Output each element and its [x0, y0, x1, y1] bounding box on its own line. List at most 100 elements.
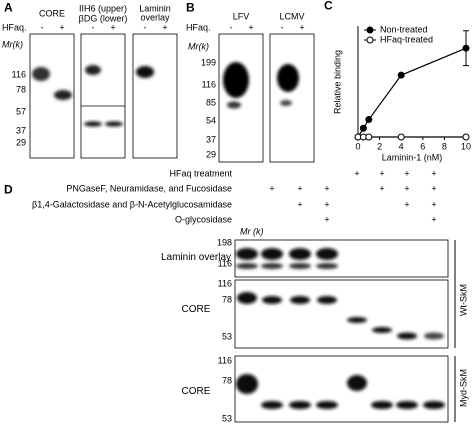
- label: Mr (k): [240, 226, 264, 237]
- data-point: [462, 133, 470, 141]
- blot: [218, 33, 264, 163]
- band: [136, 66, 154, 78]
- band: [372, 327, 392, 333]
- marker: 29: [205, 149, 216, 160]
- lane-sign: +: [248, 22, 254, 33]
- panel-label: C: [324, 0, 333, 13]
- data-point: [397, 71, 405, 79]
- marker: 116: [11, 69, 26, 80]
- band: [397, 332, 417, 340]
- marker: 78: [221, 294, 232, 305]
- treatment-sign: +: [324, 214, 330, 225]
- marker: 53: [221, 413, 232, 424]
- treatment-sign: +: [404, 199, 410, 210]
- band: [105, 121, 123, 127]
- band: [236, 374, 258, 394]
- band: [316, 401, 338, 409]
- lane-sign: -: [143, 22, 147, 33]
- data-point: [359, 124, 367, 132]
- blot-title: LFV: [232, 11, 250, 22]
- lane-sign: +: [299, 22, 305, 33]
- lane-sign: +: [110, 22, 116, 33]
- x-tick-label: 0: [355, 141, 361, 152]
- band: [261, 401, 283, 409]
- x-tick-label: 2: [377, 141, 383, 152]
- band: [85, 65, 101, 75]
- marker: 54: [205, 115, 216, 126]
- band: [289, 248, 311, 260]
- blot-title: IIH6 (upper): [78, 3, 128, 14]
- band: [289, 401, 311, 409]
- treatment-sign: +: [324, 183, 330, 194]
- marker: 37: [205, 134, 216, 145]
- marker: 116: [217, 258, 232, 269]
- marker: 37: [15, 125, 26, 136]
- band: [227, 101, 241, 109]
- treatment-sign: +: [379, 168, 385, 179]
- marker: 198: [216, 237, 232, 248]
- x-tick-label: 8: [441, 141, 447, 152]
- treatment-sign: +: [404, 168, 410, 179]
- marker: 116: [217, 278, 232, 289]
- band: [84, 121, 102, 127]
- blot-title: CORE: [38, 8, 65, 19]
- treatment-label: O-glycosidase: [174, 214, 232, 225]
- blot: [234, 279, 449, 349]
- blot: [80, 33, 126, 159]
- band: [423, 401, 445, 409]
- treatment-sign: +: [354, 168, 360, 179]
- band: [277, 64, 299, 92]
- blot-title: Laminin overlay: [139, 3, 171, 23]
- lane-sign: +: [162, 22, 168, 33]
- blot-title: CORE: [181, 303, 211, 315]
- treatment-sign: +: [404, 183, 410, 194]
- panel-label: D: [4, 182, 13, 197]
- treatment-label: PNGaseF, Neuramidase, and Fucosidase: [66, 183, 232, 194]
- panel-label: A: [4, 0, 13, 15]
- legend-marker: [366, 36, 374, 44]
- data-point: [365, 133, 373, 141]
- band: [289, 263, 311, 269]
- band: [347, 375, 367, 391]
- band: [262, 296, 282, 304]
- band: [261, 263, 283, 269]
- band: [280, 100, 292, 106]
- band: [223, 62, 249, 98]
- band: [290, 296, 310, 304]
- marker: 53: [221, 331, 232, 342]
- band: [54, 90, 72, 100]
- panel-label: B: [186, 0, 195, 15]
- label: HFaq.: [186, 22, 211, 33]
- marker: 116: [217, 355, 232, 366]
- legend-label: Non-treated: [380, 24, 428, 35]
- marker: 29: [15, 137, 26, 148]
- lane-sign: -: [280, 22, 284, 33]
- y-axis-label: Relative binding: [332, 49, 343, 115]
- label: Mr(k): [188, 41, 209, 52]
- treatment-sign: +: [431, 168, 437, 179]
- marker: 116: [201, 79, 216, 90]
- marker: 57: [15, 106, 26, 117]
- treatment-sign: +: [431, 199, 437, 210]
- blot: [269, 33, 315, 163]
- band: [261, 248, 283, 260]
- marker: 85: [205, 97, 216, 108]
- band: [316, 263, 338, 269]
- lane-sign: -: [91, 22, 95, 33]
- band: [317, 296, 337, 304]
- band: [237, 292, 257, 304]
- label: HFaq.: [2, 22, 27, 33]
- group-label: Myd-SkM: [458, 369, 469, 407]
- blot: [132, 33, 178, 159]
- band: [424, 332, 444, 340]
- blot-title: LCMV: [279, 11, 305, 22]
- lane-sign: -: [229, 22, 233, 33]
- treatment-label: HFaq treatment: [169, 168, 232, 179]
- data-point: [365, 116, 373, 124]
- blot-title: Laminin overlay: [160, 251, 232, 263]
- legend-marker: [366, 26, 374, 34]
- treatment-sign: +: [324, 199, 330, 210]
- marker: 199: [200, 57, 216, 68]
